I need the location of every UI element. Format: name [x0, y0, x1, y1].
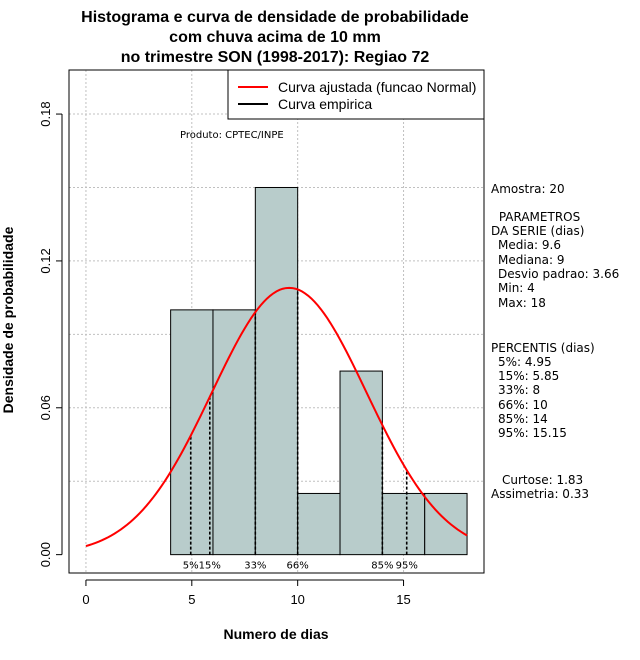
percentile-85: 85%: 14 [498, 412, 548, 426]
chart-title-line-1: Histograma e curva de densidade de proba… [81, 9, 469, 26]
params-title-2: DA SERIE (dias) [491, 224, 584, 238]
stats-panel: Amostra: 20 PARAMETROS DA SERIE (dias) M… [491, 182, 619, 501]
params-title-1: PARAMETROS [495, 210, 580, 224]
x-tick-label-1: 5 [188, 592, 195, 607]
y-tick-label-0: 0.00 [38, 542, 53, 567]
legend-label-normal: Curva ajustada (funcao Normal) [278, 79, 476, 95]
histogram-bar-2 [254, 186, 299, 556]
y-tick-label-2: 0.12 [38, 248, 53, 273]
x-tick-label-0: 0 [82, 592, 89, 607]
param-min: Min: 4 [498, 281, 535, 295]
param-sd: Desvio padrao: 3.66 [498, 267, 619, 281]
legend: Curva ajustada (funcao Normal) Curva emp… [227, 69, 485, 120]
percentile-label-3: 66% [287, 561, 309, 572]
percentile-label-0: 5% [183, 561, 199, 572]
percentiles-title: PERCENTIS (dias) [491, 341, 595, 355]
x-tick-label-3: 15 [396, 592, 410, 607]
percentile-label-4: 85% [371, 561, 393, 572]
y-tick-label-1: 0.06 [38, 395, 53, 420]
histogram-bar-6 [424, 492, 468, 556]
y-axis-label: Densidade de probabilidade [0, 226, 16, 413]
histogram-bar-5 [381, 492, 426, 556]
percentile-label-1: 15% [199, 561, 221, 572]
sample-size: Amostra: 20 [491, 182, 565, 196]
product-annotation: Produto: CPTEC/INPE [180, 130, 284, 141]
legend-label-empirical: Curva empirica [278, 96, 372, 112]
percentile-lines-layer: 5% 15% 33% 66% 85% 95% [183, 289, 418, 572]
percentile-33: 33%: 8 [498, 383, 540, 397]
assimetria: Assimetria: 0.33 [491, 487, 589, 501]
normal-curve-line [85, 286, 468, 548]
chart-title-line-3: no trimestre SON (1998-2017): Regiao 72 [121, 49, 430, 66]
x-axis: 0 5 10 15 [82, 579, 411, 607]
x-tick-label-2: 10 [290, 592, 304, 607]
percentile-15: 15%: 5.85 [498, 369, 559, 383]
histogram-bar-3 [297, 492, 341, 556]
param-max: Max: 18 [498, 296, 546, 310]
curtose: Curtose: 1.83 [502, 473, 583, 487]
x-axis-label: Numero de dias [223, 626, 328, 642]
y-axis: 0.00 0.06 0.12 0.18 [38, 101, 63, 567]
legend-box [227, 69, 485, 120]
percentile-95: 95%: 15.15 [498, 426, 567, 440]
percentile-label-2: 33% [244, 561, 266, 572]
percentile-66: 66%: 10 [498, 398, 548, 412]
y-tick-label-3: 0.18 [38, 101, 53, 126]
percentile-5: 5%: 4.95 [498, 355, 552, 369]
histogram-bar-1 [212, 309, 256, 556]
chart-title-line-2: com chuva acima de 10 mm [169, 29, 381, 46]
param-median: Mediana: 9 [498, 253, 565, 267]
bars-layer [170, 186, 468, 556]
param-mean: Media: 9.6 [498, 238, 561, 252]
percentile-label-5: 95% [396, 561, 418, 572]
histogram-bar-4 [339, 370, 383, 556]
